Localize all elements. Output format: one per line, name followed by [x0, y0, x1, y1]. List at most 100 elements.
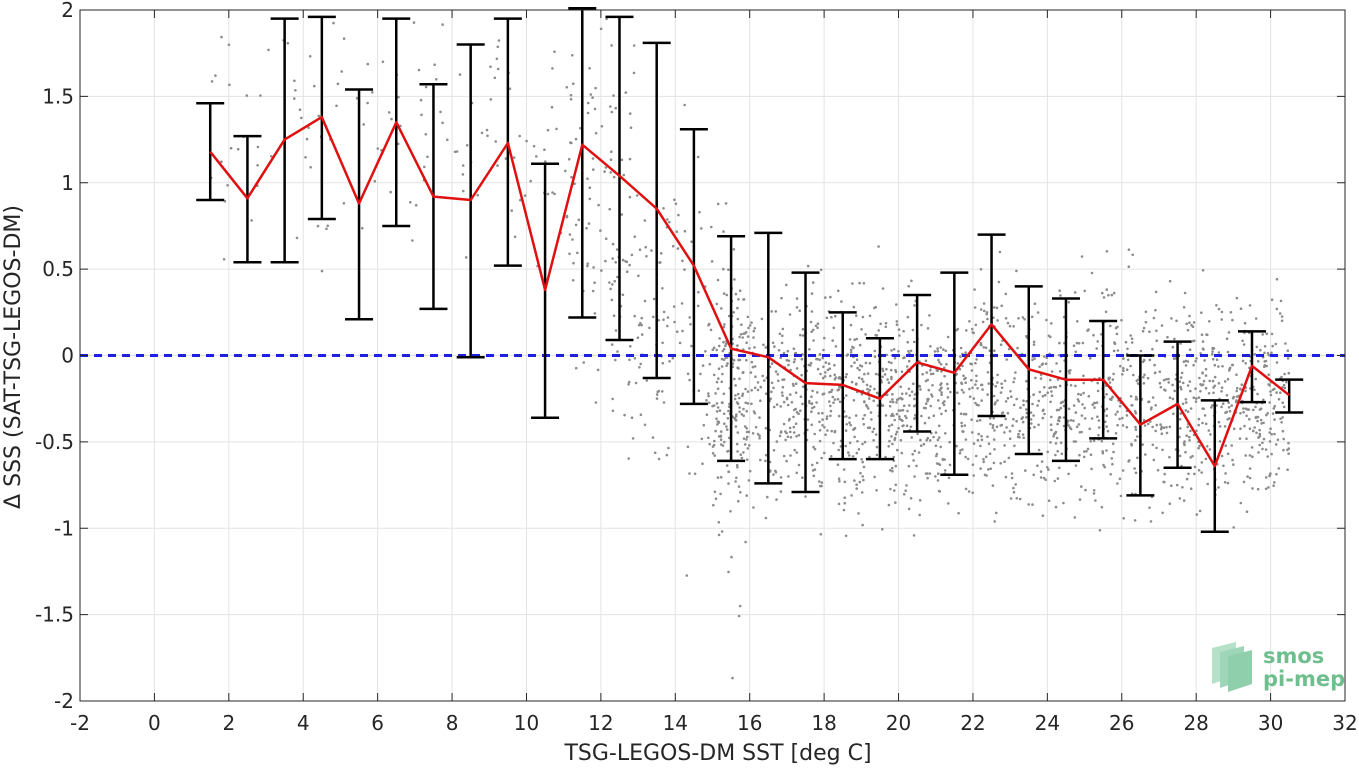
scatter-point [1096, 389, 1100, 393]
scatter-point [1254, 317, 1258, 320]
scatter-point [1119, 364, 1122, 368]
scatter-point [895, 323, 899, 327]
scatter-point [1022, 436, 1025, 440]
scatter-point [752, 410, 756, 413]
scatter-point [1142, 375, 1145, 379]
scatter-point [727, 570, 730, 574]
scatter-point [1168, 502, 1172, 506]
scatter-point [718, 409, 722, 412]
scatter-point [985, 312, 988, 316]
scatter-point [992, 438, 996, 441]
scatter-point [1082, 455, 1086, 459]
scatter-point [1024, 469, 1027, 472]
scatter-point [1184, 398, 1188, 401]
scatter-point [1121, 469, 1125, 472]
scatter-point [1179, 412, 1182, 415]
scatter-point [389, 190, 393, 194]
x-tick-label: 8 [446, 711, 459, 735]
scatter-point [683, 268, 686, 271]
scatter-point [1031, 402, 1034, 406]
scatter-point [986, 371, 990, 374]
scatter-point [1024, 408, 1028, 411]
scatter-point [671, 244, 675, 248]
scatter-point [935, 454, 938, 458]
scatter-point [550, 105, 554, 109]
scatter-point [1155, 423, 1159, 427]
scatter-point [611, 409, 615, 413]
scatter-point [1086, 447, 1090, 451]
scatter-point [293, 79, 296, 83]
scatter-point [742, 332, 745, 336]
scatter-point [946, 396, 950, 399]
scatter-point [635, 194, 639, 197]
scatter-point [836, 397, 840, 401]
scatter-point [638, 248, 642, 251]
scatter-point [305, 137, 309, 141]
scatter-point [984, 455, 988, 459]
scatter-point [744, 401, 747, 405]
scatter-point [1198, 376, 1201, 380]
scatter-point [821, 418, 824, 421]
scatter-point [1282, 448, 1285, 452]
scatter-point [1200, 461, 1204, 464]
scatter-point [1254, 377, 1257, 381]
scatter-point [1258, 432, 1262, 436]
scatter-point [786, 349, 790, 353]
scatter-point [894, 501, 897, 504]
scatter-point [919, 444, 923, 448]
scatter-point [1141, 329, 1145, 333]
scatter-point [1273, 432, 1276, 436]
scatter-point [1136, 456, 1139, 460]
scatter-point [829, 409, 833, 413]
scatter-point [686, 372, 690, 376]
scatter-point [943, 374, 946, 378]
scatter-point [1034, 376, 1037, 380]
scatter-point [529, 179, 532, 183]
scatter-point [628, 157, 632, 161]
scatter-point [1093, 401, 1097, 405]
scatter-point [901, 408, 905, 412]
scatter-point [849, 423, 852, 427]
scatter-point [659, 261, 662, 264]
scatter-point [887, 360, 891, 364]
scatter-point [631, 437, 635, 440]
scatter-point [1058, 416, 1062, 419]
y-axis-label: Δ SSS (SAT-TSG-LEGOS-DM) [1, 205, 26, 509]
scatter-point [746, 390, 750, 393]
scatter-point [992, 461, 996, 465]
scatter-point [752, 336, 755, 339]
scatter-point [256, 164, 259, 167]
scatter-point [1211, 347, 1215, 351]
scatter-point [1011, 424, 1014, 428]
scatter-point [895, 303, 898, 306]
scatter-point [1258, 428, 1261, 432]
x-tick-label: 22 [960, 711, 985, 735]
scatter-point [1202, 379, 1206, 383]
scatter-point [640, 323, 643, 327]
scatter-point [397, 95, 400, 99]
scatter-point [1105, 425, 1108, 428]
scatter-point [1015, 269, 1018, 273]
scatter-point [1195, 397, 1198, 400]
scatter-point [1045, 356, 1048, 360]
scatter-point [741, 336, 744, 339]
scatter-point [1067, 300, 1070, 304]
scatter-point [628, 195, 632, 199]
scatter-point [812, 474, 816, 478]
scatter-point [512, 156, 516, 159]
scatter-point [589, 93, 593, 96]
scatter-point [884, 414, 888, 417]
scatter-point [793, 358, 797, 361]
y-tick-label: -0.5 [35, 430, 74, 454]
scatter-point [738, 358, 742, 362]
scatter-point [1201, 371, 1204, 375]
scatter-point [707, 401, 711, 405]
scatter-point [748, 469, 752, 473]
scatter-point [843, 501, 847, 505]
scatter-point [933, 350, 937, 353]
scatter-point [586, 177, 589, 180]
scatter-point [739, 333, 743, 336]
scatter-point [1105, 393, 1108, 396]
scatter-point [1265, 413, 1268, 417]
scatter-point [612, 314, 616, 318]
